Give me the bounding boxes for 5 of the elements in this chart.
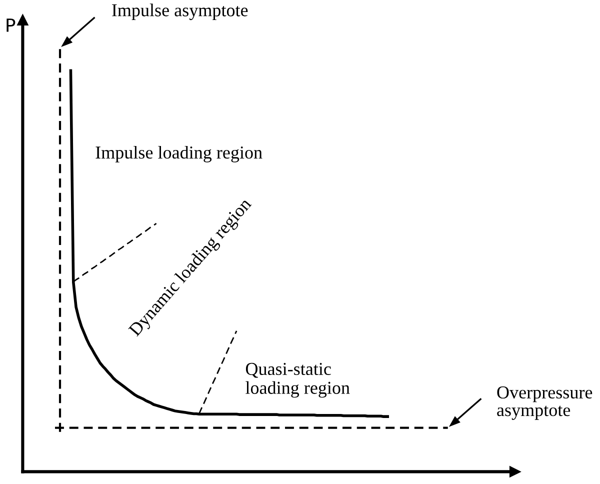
annotation: Impulse loading region [96, 146, 262, 162]
annotation: Quasi-static loading region [246, 362, 350, 398]
text: Impulse asymptote [112, 4, 248, 20]
y-axis-title: P [6, 18, 16, 32]
legend-label: Overpressure asymptote [497, 386, 592, 420]
